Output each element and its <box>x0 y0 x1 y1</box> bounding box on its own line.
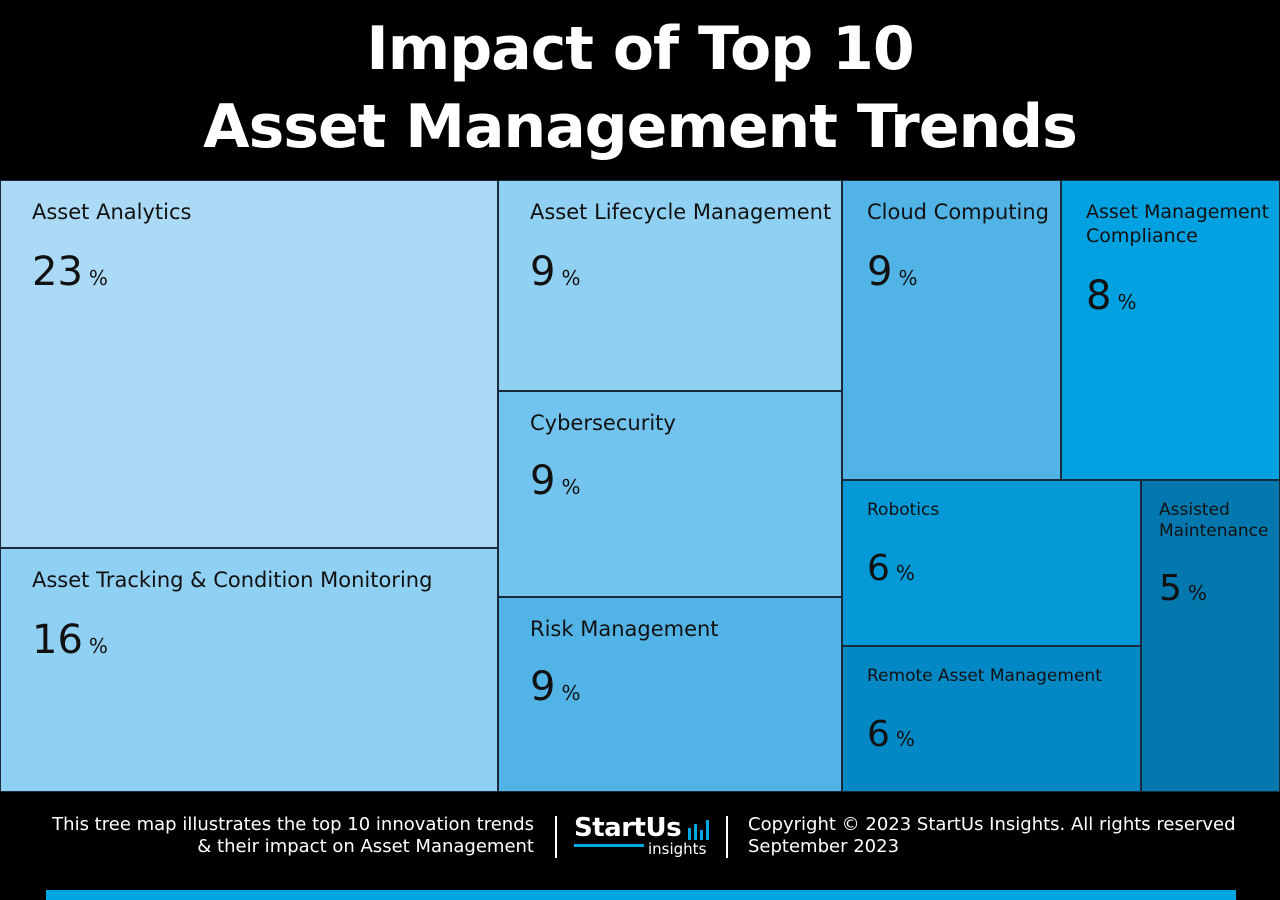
tile-value: 6% <box>867 713 915 761</box>
tile-value-unit: % <box>1187 581 1207 605</box>
treemap-tile-asset-analytics: Asset Analytics 23% <box>0 180 498 548</box>
bottom-accent-bar <box>46 890 1236 900</box>
tile-value-number: 6 <box>867 548 890 589</box>
tile-value: 9% <box>530 250 580 300</box>
tile-label: Cybersecurity <box>530 411 676 435</box>
tile-value-unit: % <box>88 634 108 658</box>
tile-value-number: 9 <box>530 249 556 295</box>
treemap-tile-cybersecurity: Cybersecurity 9% <box>498 391 842 597</box>
tile-value: 6% <box>867 547 915 595</box>
startus-insights-logo: StartUs insights <box>574 812 714 860</box>
tile-value-unit: % <box>1117 290 1137 314</box>
tile-label: Asset Tracking & Condition Monitoring <box>32 568 433 592</box>
tile-value-number: 23 <box>32 249 83 295</box>
bar-chart-icon <box>688 820 709 840</box>
tile-value-number: 16 <box>32 617 83 663</box>
tile-value: 9% <box>530 665 580 715</box>
treemap-tile-assisted-maintenance: Assisted Maintenance 5% <box>1141 480 1280 792</box>
tile-label: Asset Analytics <box>32 200 192 224</box>
tile-value-number: 5 <box>1159 568 1182 609</box>
logo-subtitle: insights <box>648 840 707 858</box>
title-line-1: Impact of Top 10 <box>366 14 914 84</box>
tile-value-unit: % <box>895 561 915 585</box>
tile-value-unit: % <box>561 475 581 499</box>
tile-value: 23% <box>32 250 108 300</box>
tile-label: Robotics <box>867 500 940 520</box>
footer-divider-left <box>555 816 557 858</box>
page-title: Impact of Top 10 Asset Management Trends <box>0 10 1280 166</box>
treemap-tile-asset-lifecycle-management: Asset Lifecycle Management 9% <box>498 180 842 391</box>
date-text: September 2023 <box>748 836 900 857</box>
tile-label: Asset Lifecycle Management <box>530 200 832 224</box>
tile-label: Risk Management <box>530 617 719 641</box>
copyright-text: Copyright © 2023 StartUs Insights. All r… <box>748 814 1236 835</box>
tile-value-unit: % <box>88 266 108 290</box>
tile-value-unit: % <box>895 727 915 751</box>
treemap-tile-asset-management-compliance: Asset Management Compliance 8% <box>1061 180 1280 480</box>
tile-label: Asset Management Compliance <box>1086 201 1270 247</box>
tile-value-unit: % <box>898 266 918 290</box>
treemap-tile-asset-tracking-and-condition-monitoring: Asset Tracking & Condition Monitoring 16% <box>0 548 498 792</box>
tile-value: 5% <box>1159 567 1207 615</box>
tile-value-unit: % <box>561 681 581 705</box>
tile-value-number: 8 <box>1086 273 1112 319</box>
footer-copyright: Copyright © 2023 StartUs Insights. All r… <box>748 814 1268 858</box>
footer-description: This tree map illustrates the top 10 inn… <box>30 814 534 858</box>
tile-label: Assisted Maintenance <box>1159 500 1269 541</box>
tile-value-number: 6 <box>867 714 890 755</box>
footer-description-line-1: This tree map illustrates the top 10 inn… <box>52 814 534 835</box>
tile-value: 9% <box>867 250 917 300</box>
treemap-tile-robotics: Robotics 6% <box>842 480 1141 646</box>
tile-label: Remote Asset Management <box>867 666 1102 686</box>
tile-value-number: 9 <box>530 664 556 710</box>
treemap-tile-remote-asset-management: Remote Asset Management 6% <box>842 646 1141 792</box>
tile-value: 16% <box>32 618 108 668</box>
tile-value: 9% <box>530 459 580 509</box>
logo-wordmark: StartUs <box>574 813 682 843</box>
tile-value-number: 9 <box>867 249 893 295</box>
footer-divider-right <box>726 816 728 858</box>
footer-description-line-2: & their impact on Asset Management <box>197 836 534 857</box>
tile-value: 8% <box>1086 274 1136 324</box>
treemap-tile-cloud-computing: Cloud Computing 9% <box>842 180 1061 480</box>
title-line-2: Asset Management Trends <box>203 92 1078 162</box>
tile-value-number: 9 <box>530 458 556 504</box>
treemap-tile-risk-management: Risk Management 9% <box>498 597 842 792</box>
tile-value-unit: % <box>561 266 581 290</box>
logo-underline <box>574 844 644 847</box>
tile-label: Cloud Computing <box>867 200 1049 224</box>
treemap-chart: Asset Analytics 23% Asset Tracking & Condi… <box>0 180 1280 792</box>
